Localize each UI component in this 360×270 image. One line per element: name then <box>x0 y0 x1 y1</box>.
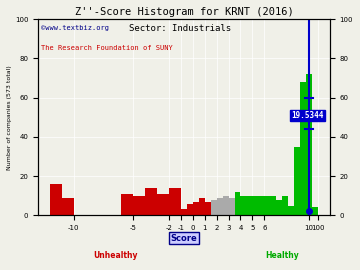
Bar <box>217 198 222 215</box>
Bar <box>187 204 193 215</box>
Bar <box>50 184 62 215</box>
Bar <box>199 198 205 215</box>
Title: Z''-Score Histogram for KRNT (2016): Z''-Score Histogram for KRNT (2016) <box>75 7 293 17</box>
Bar <box>306 74 312 215</box>
Y-axis label: Number of companies (573 total): Number of companies (573 total) <box>7 65 12 170</box>
Bar <box>157 194 169 215</box>
Bar <box>270 196 276 215</box>
Bar <box>247 196 252 215</box>
Bar <box>312 207 318 215</box>
Bar <box>240 196 247 215</box>
Bar <box>169 188 181 215</box>
Bar <box>181 210 187 215</box>
Text: Healthy: Healthy <box>265 251 299 261</box>
Bar <box>133 196 145 215</box>
Bar <box>222 196 229 215</box>
Text: ©www.textbiz.org: ©www.textbiz.org <box>41 25 109 31</box>
Text: Unhealthy: Unhealthy <box>93 251 138 261</box>
Bar <box>234 192 240 215</box>
Bar <box>282 196 288 215</box>
Bar <box>193 202 199 215</box>
Bar <box>121 194 133 215</box>
Text: 19.5344: 19.5344 <box>291 111 323 120</box>
Text: The Research Foundation of SUNY: The Research Foundation of SUNY <box>41 45 172 50</box>
Bar <box>252 196 258 215</box>
Bar <box>258 196 264 215</box>
X-axis label: Score: Score <box>171 234 197 243</box>
Bar <box>300 82 306 215</box>
Bar <box>205 202 211 215</box>
Bar <box>276 200 282 215</box>
Bar <box>294 147 300 215</box>
Bar <box>145 188 157 215</box>
Bar <box>229 198 234 215</box>
Bar <box>211 200 217 215</box>
Bar <box>288 205 294 215</box>
Bar <box>264 196 270 215</box>
Text: Sector: Industrials: Sector: Industrials <box>129 24 231 33</box>
Bar <box>62 198 74 215</box>
